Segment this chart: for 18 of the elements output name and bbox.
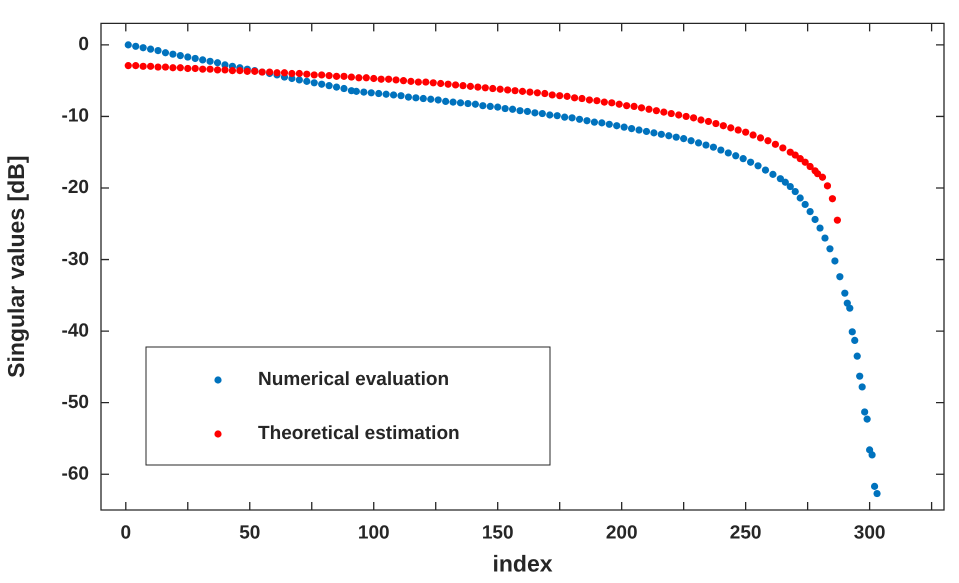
x-tick-label: 50 [239, 522, 260, 544]
y-axis-title: Singular values [dB] [3, 156, 30, 378]
legend-label: Theoretical estimation [258, 423, 460, 444]
y-tick-label: 0 [78, 34, 89, 56]
x-axis-title: index [492, 550, 553, 577]
y-tick-label: -20 [62, 177, 89, 198]
y-tick-label: -30 [62, 248, 89, 270]
y-tick-label: -50 [62, 392, 89, 413]
x-tick-label: 250 [730, 522, 762, 544]
x-tick-label: 200 [606, 522, 638, 544]
y-tick-label: -60 [62, 463, 89, 484]
x-tick-label: 100 [358, 522, 390, 544]
x-tick-label: 300 [854, 522, 886, 544]
x-tick-label: 150 [482, 522, 514, 544]
y-tick-label: -10 [62, 106, 89, 127]
x-tick-label: 0 [120, 522, 132, 544]
legend-label: Numerical evaluation [258, 369, 450, 390]
y-tick-label: -40 [62, 320, 89, 342]
